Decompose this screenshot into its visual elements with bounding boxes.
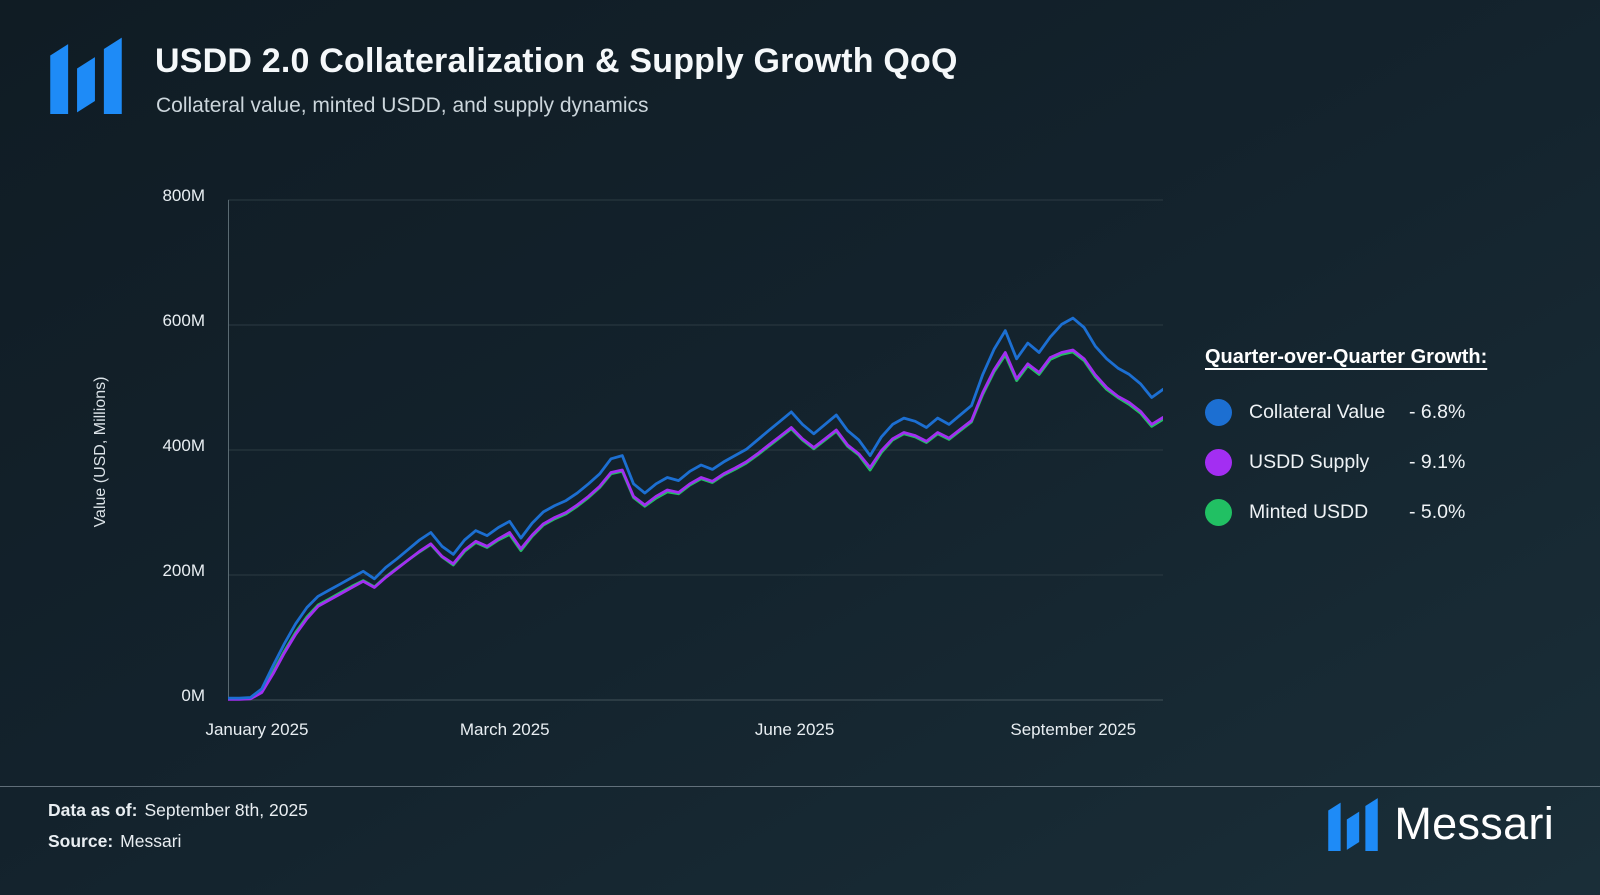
source-label: Source: xyxy=(48,831,114,851)
y-tick-600m: 600M xyxy=(162,311,205,330)
data-as-of: Data as of: September 8th, 2025 xyxy=(48,800,308,821)
x-tick-september: September 2025 xyxy=(1010,720,1137,739)
brand-wordmark: Messari xyxy=(1394,798,1554,849)
legend-dot-minted-usdd-icon xyxy=(1205,499,1232,526)
legend-item-value: - 5.0% xyxy=(1409,501,1466,523)
line-chart-plot xyxy=(228,199,1163,701)
source: Source: Messari xyxy=(48,831,181,852)
x-tick-june: June 2025 xyxy=(754,720,835,739)
x-tick-january: January 2025 xyxy=(205,720,309,739)
legend-item-collateral-value: Collateral Value - 6.8% xyxy=(1205,399,1555,426)
page-subtitle: Collateral value, minted USDD, and suppl… xyxy=(156,94,649,117)
x-axis: January 2025 March 2025 June 2025 Septem… xyxy=(205,720,1163,750)
messari-logo xyxy=(50,37,122,114)
legend-dot-usdd-supply-icon xyxy=(1205,449,1232,476)
legend-item-usdd-supply: USDD Supply - 9.1% xyxy=(1205,449,1555,476)
legend: Quarter-over-Quarter Growth: Collateral … xyxy=(1205,346,1555,549)
data-as-of-label: Data as of: xyxy=(48,800,138,820)
y-tick-0m: 0M xyxy=(181,686,205,705)
legend-item-value: - 6.8% xyxy=(1409,401,1466,423)
legend-item-value: - 9.1% xyxy=(1409,451,1466,473)
x-tick-march: March 2025 xyxy=(459,720,550,739)
legend-item-label: Collateral Value xyxy=(1249,401,1386,423)
y-tick-200m: 200M xyxy=(162,561,205,580)
legend-item-label: USDD Supply xyxy=(1249,451,1370,473)
legend-dot-collateral-value-icon xyxy=(1205,399,1232,426)
messari-logo xyxy=(1328,798,1379,851)
page-title: USDD 2.0 Collateralization & Supply Grow… xyxy=(155,42,958,80)
footer-divider xyxy=(0,786,1600,787)
data-as-of-value: September 8th, 2025 xyxy=(144,800,308,820)
y-axis-label: Value (USD, Millions) xyxy=(92,376,109,528)
y-tick-400m: 400M xyxy=(162,436,205,455)
legend-item-label: Minted USDD xyxy=(1249,501,1369,523)
legend-item-minted-usdd: Minted USDD - 5.0% xyxy=(1205,499,1555,526)
brand-footer: Messari xyxy=(1327,797,1554,851)
source-value: Messari xyxy=(120,831,182,851)
legend-title: Quarter-over-Quarter Growth: xyxy=(1205,346,1488,368)
y-tick-800m: 800M xyxy=(162,186,205,205)
